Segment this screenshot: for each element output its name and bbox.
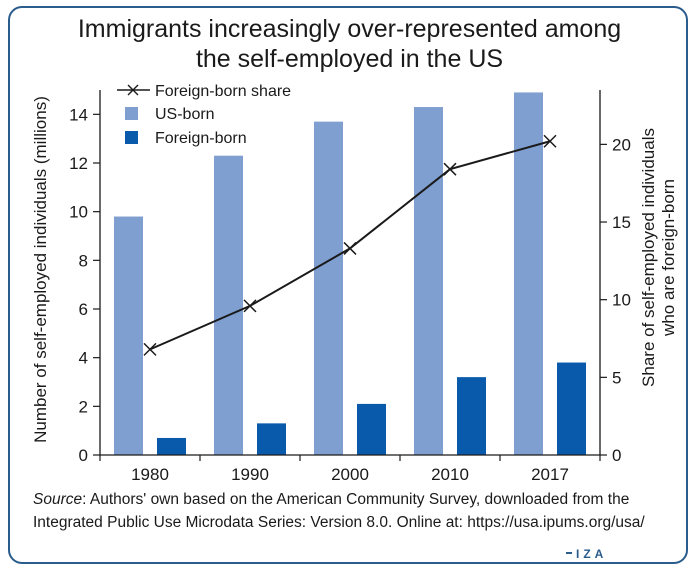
y-tick-label-6: 6 bbox=[79, 300, 88, 319]
bar-foreign-born-1990 bbox=[257, 423, 286, 455]
legend-label-foreign-born-share: Foreign-born share bbox=[155, 83, 291, 100]
bar-us-born-2017 bbox=[514, 92, 543, 455]
x-tick-label-2017: 2017 bbox=[531, 465, 569, 484]
y2-tick-label-0: 0 bbox=[612, 446, 621, 465]
x-tick-label-1980: 1980 bbox=[131, 465, 169, 484]
y-tick-label-12: 12 bbox=[69, 154, 88, 173]
iza-logo: IZA bbox=[576, 547, 608, 561]
y2-tick-label-5: 5 bbox=[612, 368, 621, 387]
y-tick-label-10: 10 bbox=[69, 203, 88, 222]
bar-foreign-born-1980 bbox=[157, 437, 186, 455]
bar-foreign-born-2000 bbox=[357, 403, 386, 455]
legend-swatch-foreign-born bbox=[125, 131, 138, 144]
legend-line-marker bbox=[127, 84, 139, 96]
y2-axis-title-line-2: who are foreign-born bbox=[659, 179, 678, 337]
y-tick-label-4: 4 bbox=[79, 349, 88, 368]
y-tick-label-8: 8 bbox=[79, 251, 88, 270]
source-label: Source bbox=[33, 491, 83, 508]
y-tick-label-2: 2 bbox=[79, 397, 88, 416]
legend-label-us-born: US-born bbox=[155, 106, 215, 123]
x-tick-label-1990: 1990 bbox=[231, 465, 269, 484]
y2-axis-title-line-1: Share of self-employed individuals bbox=[639, 128, 658, 387]
point-foreign-born-share-1990 bbox=[243, 299, 257, 313]
y2-tick-label-20: 20 bbox=[612, 135, 631, 154]
x-tick-label-2000: 2000 bbox=[331, 465, 369, 484]
y2-tick-label-10: 10 bbox=[612, 291, 631, 310]
y2-tick-label-15: 15 bbox=[612, 213, 631, 232]
bar-us-born-1980 bbox=[114, 216, 143, 455]
figure-frame bbox=[8, 6, 688, 564]
line-foreign-born-share bbox=[149, 140, 551, 351]
y-tick-label-14: 14 bbox=[69, 105, 88, 124]
point-foreign-born-share-2010 bbox=[443, 162, 457, 176]
bar-foreign-born-2010 bbox=[457, 377, 486, 455]
y-axis-title: Number of self-employed individuals (mil… bbox=[31, 96, 50, 443]
bar-foreign-born-2017 bbox=[557, 362, 586, 455]
point-foreign-born-share-1980 bbox=[143, 342, 157, 356]
legend-swatch-us-born bbox=[125, 107, 138, 120]
chart-title-line-2: the self-employed in the US bbox=[195, 45, 504, 73]
source-text: : Authors' own based on the American Com… bbox=[33, 491, 645, 531]
bar-us-born-2000 bbox=[314, 121, 343, 455]
point-foreign-born-share-2000 bbox=[343, 241, 357, 255]
y-tick-label-0: 0 bbox=[79, 446, 88, 465]
source-note: Source: Authors' own based on the Americ… bbox=[33, 488, 683, 534]
chart-title-line-1: Immigrants increasingly over-represented… bbox=[77, 15, 622, 43]
chart-title: Immigrants increasingly over-represented… bbox=[0, 14, 699, 74]
bar-us-born-2010 bbox=[414, 107, 443, 456]
bar-us-born-1990 bbox=[214, 155, 243, 455]
logo-mark bbox=[566, 552, 572, 554]
legend-label-foreign-born: Foreign-born bbox=[155, 130, 247, 147]
x-tick-label-2010: 2010 bbox=[431, 465, 469, 484]
point-foreign-born-share-2017 bbox=[543, 134, 557, 148]
